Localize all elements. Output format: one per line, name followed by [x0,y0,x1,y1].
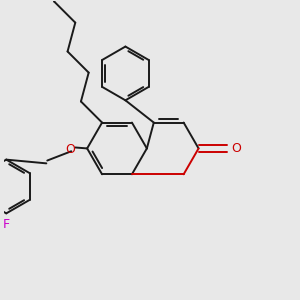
Text: O: O [231,142,241,155]
Text: F: F [3,218,10,231]
Text: O: O [66,143,76,156]
